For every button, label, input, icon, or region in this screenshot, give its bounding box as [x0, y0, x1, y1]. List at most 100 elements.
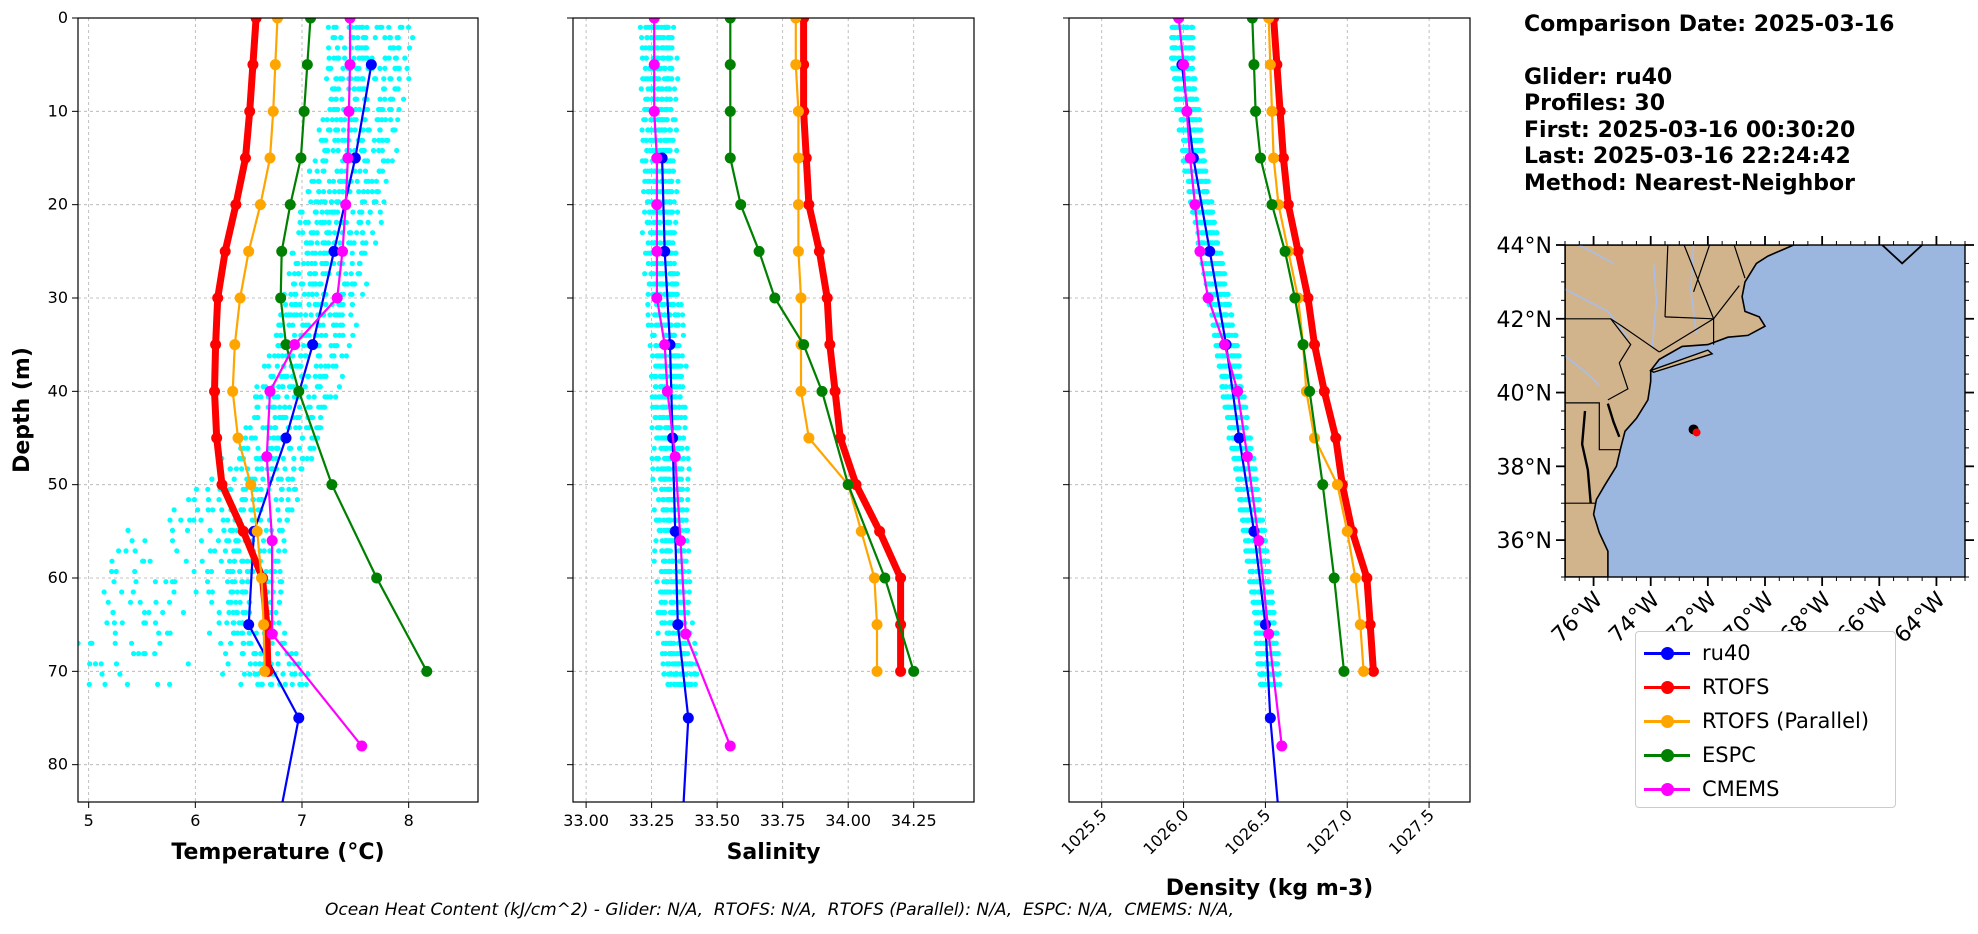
glider-obs-point — [297, 681, 303, 688]
data-point — [651, 199, 663, 211]
glider-obs-point — [372, 35, 378, 41]
glider-obs-point — [643, 24, 649, 30]
glider-obs-point — [1255, 599, 1261, 605]
glider-obs-point — [667, 497, 673, 503]
glider-obs-point — [268, 466, 274, 472]
river — [1565, 355, 1600, 386]
glider-obs-point — [670, 630, 676, 636]
glider-obs-point — [231, 620, 237, 626]
glider-obs-point — [651, 178, 657, 184]
glider-obs-point — [293, 363, 299, 369]
data-point — [1297, 339, 1309, 351]
glider-obs-point — [656, 425, 662, 431]
data-point — [753, 245, 765, 257]
glider-obs-point — [209, 476, 215, 482]
glider-obs-point — [675, 301, 681, 308]
glider-obs-point — [279, 353, 285, 359]
data-point — [792, 245, 804, 257]
glider-obs-point — [1214, 260, 1220, 267]
glider-obs-point — [652, 548, 658, 554]
glider-obs-point — [365, 219, 371, 225]
glider-obs-point — [334, 168, 340, 174]
glider-obs-point — [395, 35, 401, 41]
glider-obs-point — [226, 538, 232, 544]
glider-obs-point — [364, 55, 370, 61]
glider-obs-point — [686, 568, 692, 575]
glider-obs-point — [1195, 147, 1201, 154]
series-rtofs — [1268, 18, 1379, 677]
data-point — [724, 105, 736, 117]
glider-obs-point — [318, 332, 325, 338]
glider-obs-point — [658, 445, 664, 451]
glider-obs-point — [1239, 517, 1246, 523]
y-tick-label: 30 — [48, 288, 68, 307]
glider-obs-point — [275, 661, 281, 667]
legend-item-espc: ESPC — [1644, 741, 1756, 769]
glider-obs-point — [276, 620, 282, 626]
glider-obs-point — [674, 55, 680, 61]
glider-obs-point — [296, 445, 303, 451]
glider-obs-point — [310, 250, 316, 256]
plot-area — [637, 18, 920, 802]
glider-obs-point — [199, 558, 205, 564]
glider-obs-point — [276, 527, 283, 534]
glider-obs-point — [395, 65, 401, 71]
glider-obs-point — [286, 384, 293, 390]
glider-obs-point — [147, 558, 153, 564]
glider-obs-point — [239, 466, 245, 472]
glider-obs-point — [1217, 353, 1223, 359]
glider-obs-point — [683, 363, 689, 369]
glider-obs-point — [1222, 271, 1228, 277]
glider-obs-point — [1255, 661, 1261, 667]
data-point — [680, 628, 692, 640]
glider-obs-point — [1171, 24, 1177, 30]
glider-obs-point — [681, 435, 687, 441]
glider-obs-point — [283, 414, 289, 421]
glider-obs-point — [104, 620, 110, 626]
glider-obs-point — [133, 579, 139, 585]
glider-obs-point — [661, 671, 667, 677]
glider-obs-point — [298, 466, 304, 472]
glider-obs-point — [680, 332, 687, 338]
glider-obs-point — [239, 589, 245, 595]
glider-obs-point — [277, 322, 283, 328]
glider-obs-point — [282, 373, 288, 379]
glider-obs-point — [317, 281, 323, 287]
glider-obs-point — [252, 661, 258, 667]
legend-marker — [1661, 714, 1674, 728]
glider-obs-point — [243, 425, 249, 431]
x-tick-label: 1027.0 — [1303, 805, 1356, 858]
glider-obs-point — [406, 45, 413, 51]
glider-obs-point — [280, 671, 286, 677]
glider-obs-point — [277, 332, 284, 338]
lat-tick-label: 42°N — [1497, 308, 1552, 333]
glider-obs-point — [326, 45, 332, 51]
glider-obs-point — [665, 568, 671, 575]
glider-obs-point — [663, 147, 669, 154]
glider-obs-point — [274, 363, 280, 369]
data-point — [421, 665, 433, 677]
glider-obs-point — [1213, 230, 1220, 236]
glider-obs-point — [313, 209, 319, 215]
glider-obs-point — [210, 507, 216, 513]
glider-obs-point — [674, 322, 680, 328]
series-line — [653, 18, 732, 747]
glider-obs-point — [674, 209, 681, 215]
glider-obs-point — [216, 609, 222, 616]
data-point — [842, 479, 854, 491]
glider-obs-point — [677, 373, 683, 379]
glider-obs-point — [683, 527, 689, 534]
glider-obs-point — [113, 568, 119, 575]
data-point — [1361, 572, 1373, 584]
glider-obs-point — [289, 651, 295, 657]
legend-swatch — [1644, 782, 1690, 796]
glider-obs-point — [642, 65, 649, 71]
glider-obs-point — [334, 343, 340, 349]
legend-item-rtofs-parallel: RTOFS (Parallel) — [1644, 707, 1869, 735]
glider-obs-point — [105, 599, 111, 605]
glider-obs-point — [195, 507, 201, 513]
data-point — [337, 245, 349, 257]
glider-obs-point — [291, 332, 298, 338]
glider-obs-point — [205, 486, 211, 492]
glider-obs-point — [1228, 312, 1235, 318]
